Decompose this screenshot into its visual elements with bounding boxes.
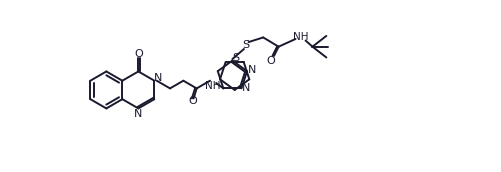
Text: O: O [266, 56, 275, 66]
Text: O: O [188, 96, 197, 106]
Text: O: O [134, 49, 142, 59]
Text: NH: NH [293, 32, 308, 42]
Text: N: N [241, 83, 250, 93]
Text: S: S [232, 53, 239, 63]
Text: N: N [154, 73, 162, 83]
Text: N: N [247, 65, 256, 75]
Text: S: S [242, 40, 249, 50]
Text: NH: NH [205, 81, 220, 91]
Text: N: N [134, 109, 142, 119]
